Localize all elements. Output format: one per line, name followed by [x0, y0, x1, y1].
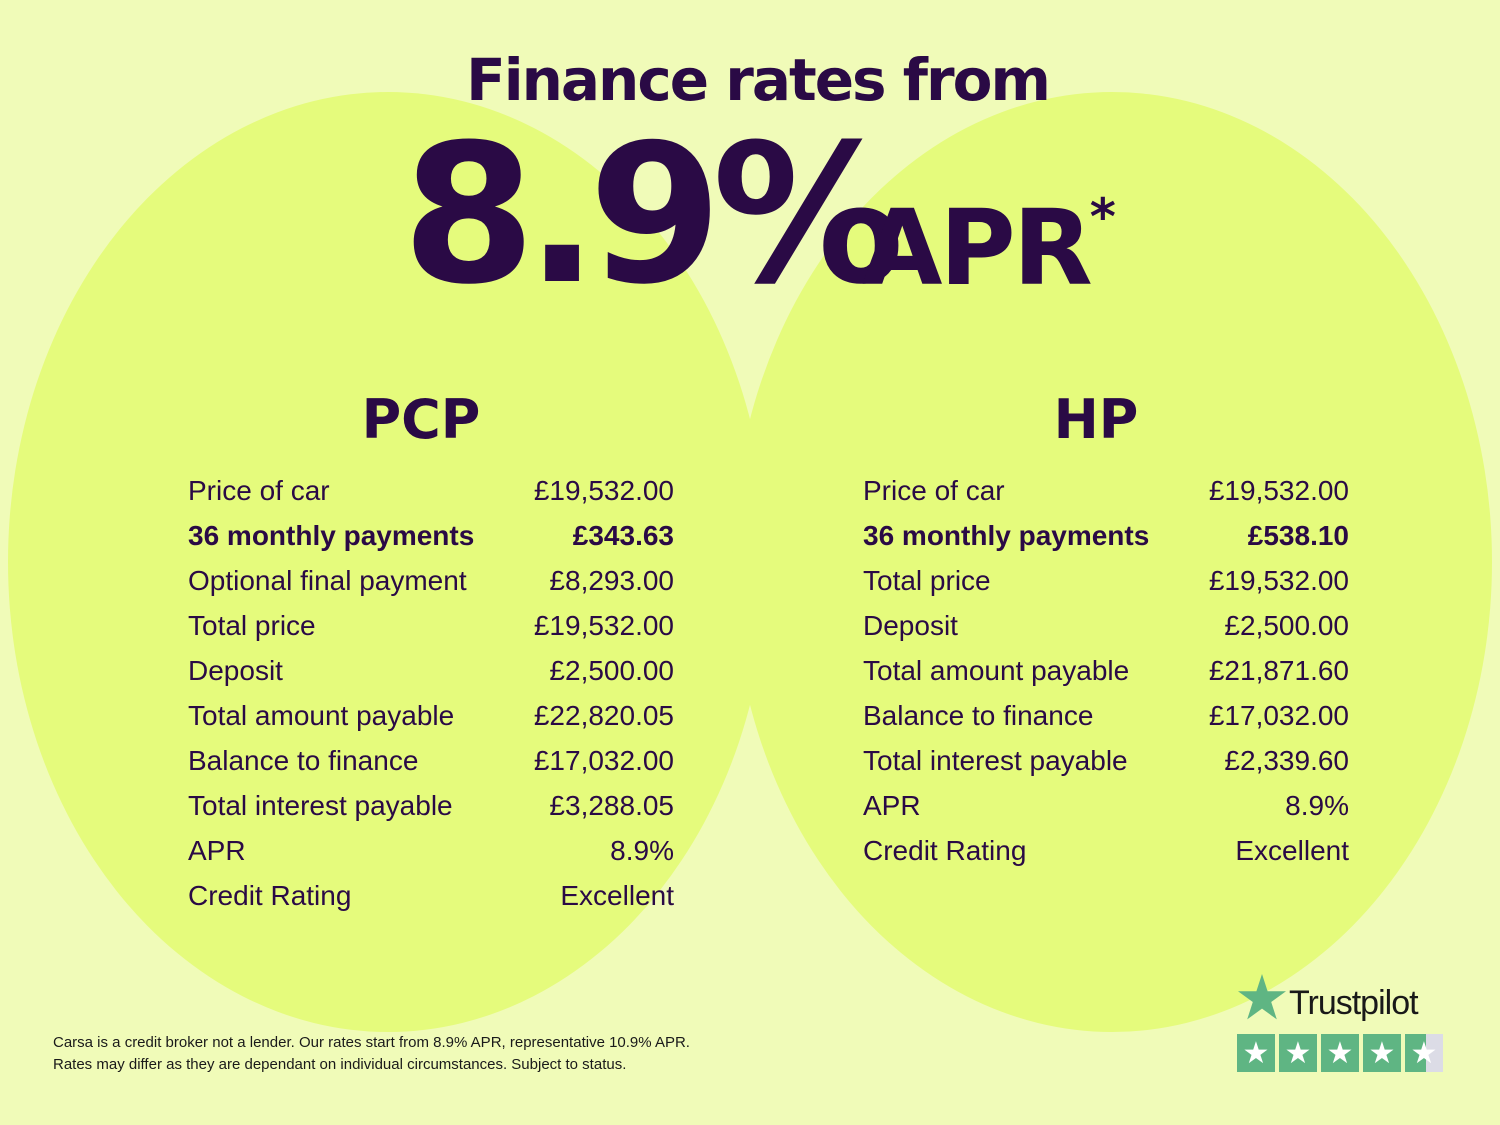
row-value: Excellent: [1235, 835, 1349, 866]
table-row: Total price £19,532.00: [188, 603, 674, 648]
row-value: £2,500.00: [1224, 610, 1349, 641]
row-value: Excellent: [560, 880, 674, 911]
row-value: £19,532.00: [533, 475, 674, 506]
star-icon: ★: [1321, 1034, 1359, 1072]
table-row: Optional final payment £8,293.00: [188, 558, 674, 603]
star-icon: ★: [1363, 1034, 1401, 1072]
table-row: APR 8.9%: [863, 783, 1349, 828]
row-value: 8.9%: [1285, 790, 1349, 821]
apr-label: APR: [862, 187, 1093, 309]
star-icon: [1238, 974, 1286, 1020]
background-circle-left: [8, 92, 768, 1032]
row-label: APR: [188, 835, 246, 866]
table-row: Balance to finance £17,032.00: [188, 738, 674, 783]
row-value: £17,032.00: [1208, 700, 1349, 731]
row-label: Total price: [188, 610, 316, 641]
row-label: Credit Rating: [188, 880, 352, 911]
table-row: Total price £19,532.00: [863, 558, 1349, 603]
trustpilot-rating: ★ ★ ★ ★ ★: [1237, 1034, 1443, 1072]
disclaimer: Carsa is a credit broker not a lender. O…: [53, 1032, 690, 1076]
row-value: £19,532.00: [533, 610, 674, 641]
asterisk: *: [1089, 188, 1116, 246]
row-value: £21,871.60: [1208, 655, 1349, 686]
row-label: Price of car: [863, 475, 1005, 506]
row-label: Price of car: [188, 475, 330, 506]
row-label: Optional final payment: [188, 565, 467, 596]
table-row: 36 monthly payments £538.10: [863, 513, 1349, 558]
row-value: £343.63: [572, 520, 674, 551]
row-value: £19,532.00: [1208, 475, 1349, 506]
row-value: £8,293.00: [549, 565, 674, 596]
table-row: Credit Rating Excellent: [863, 828, 1349, 873]
row-label: Total interest payable: [188, 790, 453, 821]
row-label: Total interest payable: [863, 745, 1128, 776]
table-row: Price of car £19,532.00: [863, 468, 1349, 513]
row-label: APR: [863, 790, 921, 821]
row-value: £538.10: [1247, 520, 1349, 551]
hp-table: HP Price of car £19,532.00 36 monthly paym…: [863, 390, 1349, 873]
row-label: Credit Rating: [863, 835, 1027, 866]
star-icon: ★: [1237, 1034, 1275, 1072]
row-label: Deposit: [188, 655, 283, 686]
pcp-heading: PCP: [361, 388, 481, 451]
row-label: Balance to finance: [188, 745, 419, 776]
star-icon: ★: [1279, 1034, 1317, 1072]
headline-title: Finance rates from: [466, 46, 1051, 114]
row-label: Total amount payable: [863, 655, 1130, 686]
row-value: £22,820.05: [533, 700, 674, 731]
headline-apr: APR*: [862, 192, 1116, 300]
table-row: Credit Rating Excellent: [188, 873, 674, 918]
table-row: APR 8.9%: [188, 828, 674, 873]
table-row: Total amount payable £21,871.60: [863, 648, 1349, 693]
row-value: £19,532.00: [1208, 565, 1349, 596]
table-row: Deposit £2,500.00: [863, 603, 1349, 648]
table-row: Total interest payable £3,288.05: [188, 783, 674, 828]
hp-heading: HP: [1053, 388, 1139, 451]
row-value: £17,032.00: [533, 745, 674, 776]
disclaimer-line: Carsa is a credit broker not a lender. O…: [53, 1034, 690, 1051]
table-row: Total amount payable £22,820.05: [188, 693, 674, 738]
star-icon: ★: [1405, 1034, 1443, 1072]
table-row: Balance to finance £17,032.00: [863, 693, 1349, 738]
row-label: 36 monthly payments: [188, 520, 475, 551]
row-label: 36 monthly payments: [863, 520, 1150, 551]
table-row: Total interest payable £2,339.60: [863, 738, 1349, 783]
table-row: Deposit £2,500.00: [188, 648, 674, 693]
disclaimer-line: Rates may differ as they are dependant o…: [53, 1056, 627, 1073]
row-value: £2,500.00: [549, 655, 674, 686]
row-label: Balance to finance: [863, 700, 1094, 731]
pcp-table: PCP Price of car £19,532.00 36 monthly pay…: [188, 390, 674, 918]
row-label: Deposit: [863, 610, 958, 641]
table-row: 36 monthly payments £343.63: [188, 513, 674, 558]
row-label: Total amount payable: [188, 700, 455, 731]
table-row: Price of car £19,532.00: [188, 468, 674, 513]
background-circle-right: [732, 92, 1492, 1032]
row-value: £2,339.60: [1224, 745, 1349, 776]
row-value: £3,288.05: [549, 790, 674, 821]
trustpilot-name: Trustpilot: [1289, 984, 1419, 1022]
row-value: 8.9%: [610, 835, 674, 866]
headline-rate: 8.9%: [402, 104, 904, 327]
row-label: Total price: [863, 565, 991, 596]
